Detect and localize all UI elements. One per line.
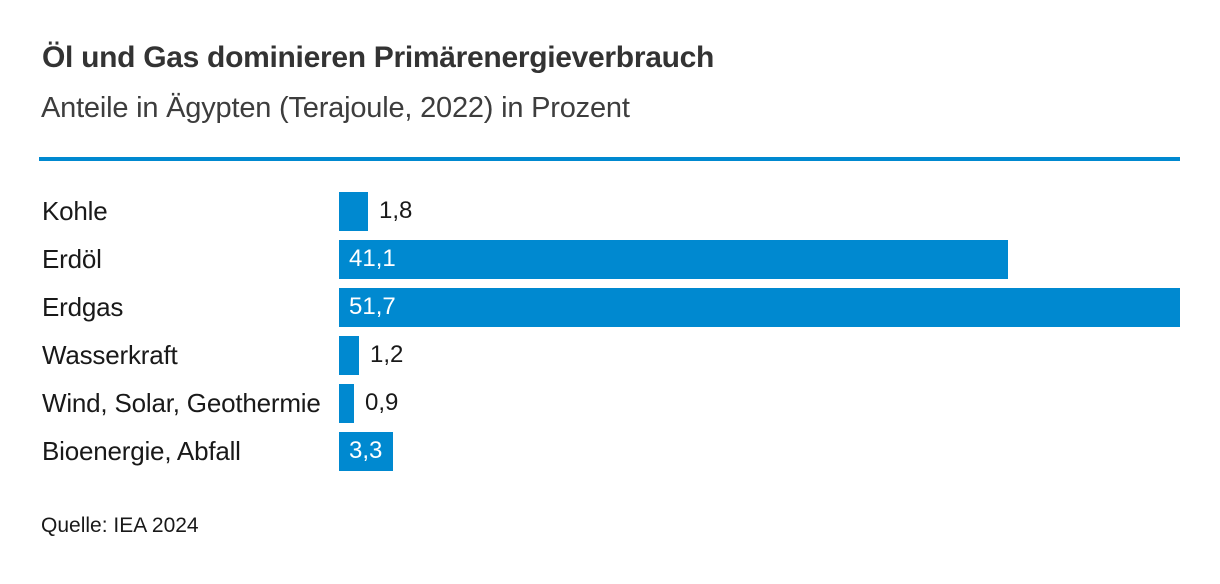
bar-track: 0,9 bbox=[339, 383, 1180, 423]
chart-title: Öl und Gas dominieren Primärenergieverbr… bbox=[42, 41, 715, 74]
bar: 51,7 bbox=[339, 287, 1180, 327]
value-label: 1,2 bbox=[370, 341, 404, 368]
bar-track: 1,2 bbox=[339, 335, 1180, 375]
chart-row: Bioenergie, Abfall 3,3 bbox=[42, 427, 1180, 475]
bar-chart: Kohle 1,8 Erdöl 41,1 Erdgas 51,7 Wasserkraft 1,… bbox=[42, 187, 1180, 475]
bar: 41,1 bbox=[339, 239, 1008, 279]
accent-divider bbox=[39, 157, 1180, 161]
value-label: 1,8 bbox=[379, 197, 413, 224]
category-label: Erdgas bbox=[42, 291, 124, 322]
chart-row: Kohle 1,8 bbox=[42, 187, 1180, 235]
chart-row: Wind, Solar, Geothermie 0,9 bbox=[42, 379, 1180, 427]
bar-track: 1,8 bbox=[339, 191, 1180, 231]
value-label: 51,7 bbox=[349, 293, 396, 320]
bar-track: 51,7 bbox=[339, 287, 1180, 327]
category-label: Erdöl bbox=[42, 243, 102, 274]
value-label: 3,3 bbox=[349, 437, 383, 464]
category-label: Wind, Solar, Geothermie bbox=[42, 387, 321, 418]
value-label: 0,9 bbox=[365, 389, 399, 416]
bar bbox=[339, 335, 359, 375]
bar-track: 41,1 bbox=[339, 239, 1180, 279]
bar bbox=[339, 383, 354, 423]
chart-subtitle: Anteile in Ägypten (Terajoule, 2022) in … bbox=[41, 92, 630, 124]
chart-row: Erdgas 51,7 bbox=[42, 283, 1180, 331]
source-note: Quelle: IEA 2024 bbox=[41, 514, 199, 537]
value-label: 41,1 bbox=[349, 245, 396, 272]
chart-row: Wasserkraft 1,2 bbox=[42, 331, 1180, 379]
bar bbox=[339, 191, 368, 231]
category-label: Bioenergie, Abfall bbox=[42, 435, 241, 466]
bar-track: 3,3 bbox=[339, 431, 1180, 471]
chart-row: Erdöl 41,1 bbox=[42, 235, 1180, 283]
category-label: Kohle bbox=[42, 195, 108, 226]
bar: 3,3 bbox=[339, 431, 393, 471]
category-label: Wasserkraft bbox=[42, 339, 178, 370]
